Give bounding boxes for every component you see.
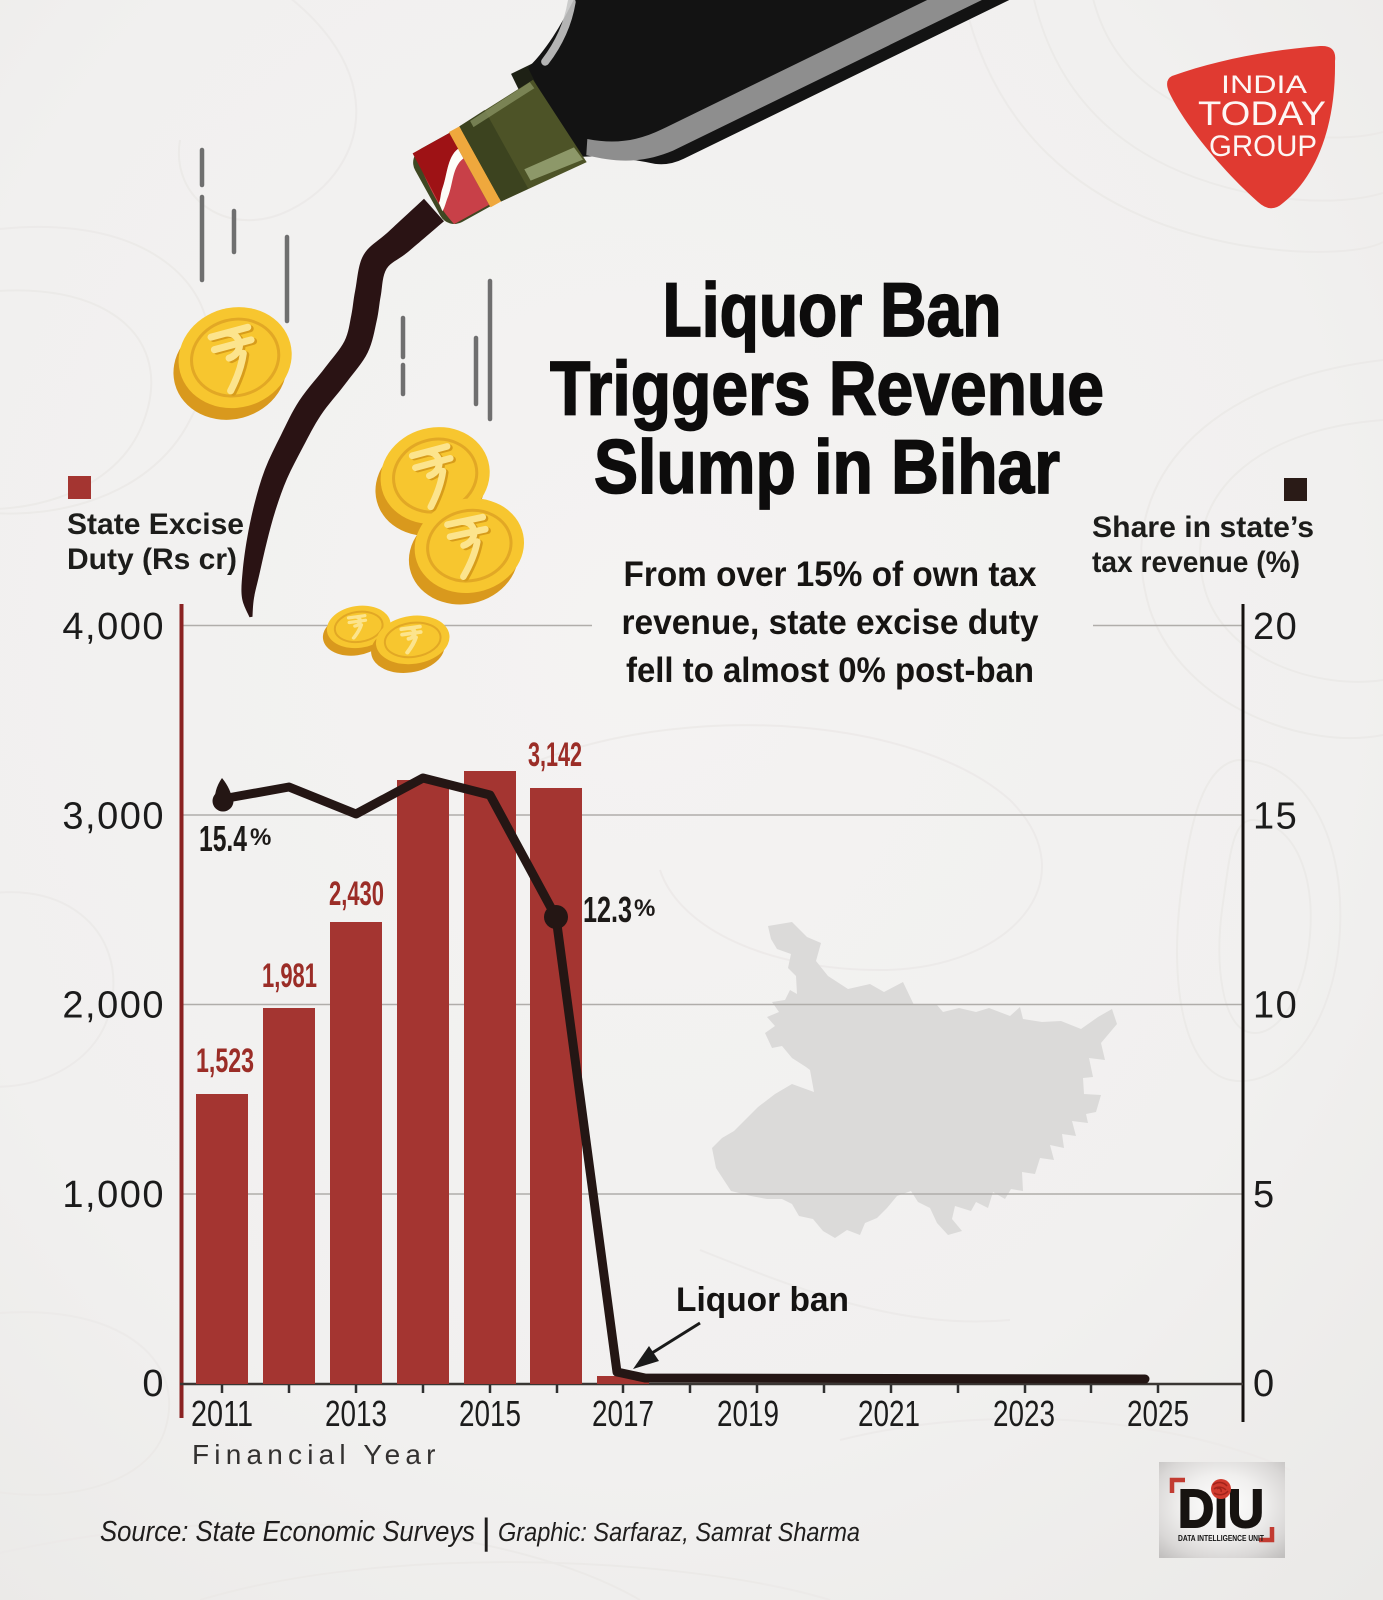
svg-text:2,000: 2,000 [62,985,165,1027]
svg-text:Liquor ban: Liquor ban [676,1281,849,1319]
svg-text:INDIA: INDIA [1221,71,1307,99]
svg-text:2017: 2017 [592,1393,654,1434]
svg-text:State Excise: State Excise [67,508,244,541]
svg-text:20: 20 [1253,606,1298,648]
svg-text:Financial Year: Financial Year [192,1439,441,1470]
svg-text:%: % [634,895,655,922]
svg-text:2011: 2011 [191,1393,253,1434]
svg-text:2013: 2013 [325,1393,387,1434]
svg-text:Source: State Economic Surveys: Source: State Economic Surveys [100,1516,475,1548]
svg-text:1,523: 1,523 [196,1042,254,1080]
svg-text:0: 0 [142,1363,165,1405]
svg-text:12.3: 12.3 [583,889,632,930]
svg-text:Share in state’s: Share in state’s [1092,511,1314,544]
svg-text:DATA INTELLIGENCE UNIT: DATA INTELLIGENCE UNIT [1178,1533,1265,1543]
svg-text:Slump in Bihar: Slump in Bihar [594,425,1060,510]
svg-text:3,142: 3,142 [528,736,582,774]
svg-text:2025: 2025 [1127,1393,1189,1434]
svg-text:Liquor Ban: Liquor Ban [663,268,1002,353]
svg-text:1,981: 1,981 [262,957,317,995]
svg-text:Duty (Rs cr): Duty (Rs cr) [67,543,237,576]
svg-text:From over 15% of own tax: From over 15% of own tax [624,555,1037,594]
svg-text:2023: 2023 [993,1393,1055,1434]
svg-text:revenue, state excise duty: revenue, state excise duty [622,603,1040,642]
svg-text:Triggers Revenue: Triggers Revenue [550,347,1104,432]
svg-text:2021: 2021 [858,1393,920,1434]
svg-text:4,000: 4,000 [62,606,165,648]
svg-text:0: 0 [1253,1363,1276,1405]
svg-text:3,000: 3,000 [62,796,165,838]
svg-text:2015: 2015 [459,1393,521,1434]
svg-text:tax revenue (%): tax revenue (%) [1092,546,1300,579]
svg-text:15.4: 15.4 [199,818,247,859]
svg-text:2019: 2019 [717,1393,779,1434]
svg-text:15: 15 [1253,796,1298,838]
svg-text:fell to almost 0% post-ban: fell to almost 0% post-ban [626,651,1034,690]
svg-text:2,430: 2,430 [329,875,384,913]
svg-text:5: 5 [1253,1174,1276,1216]
svg-text:|: | [481,1511,490,1552]
svg-text:GROUP: GROUP [1209,130,1317,163]
svg-text:Graphic: Sarfaraz, Samrat Shar: Graphic: Sarfaraz, Samrat Sharma [498,1519,860,1547]
svg-text:1,000: 1,000 [62,1174,165,1216]
svg-text:TODAY: TODAY [1198,95,1326,133]
svg-text:10: 10 [1253,985,1298,1027]
svg-text:%: % [250,824,271,851]
